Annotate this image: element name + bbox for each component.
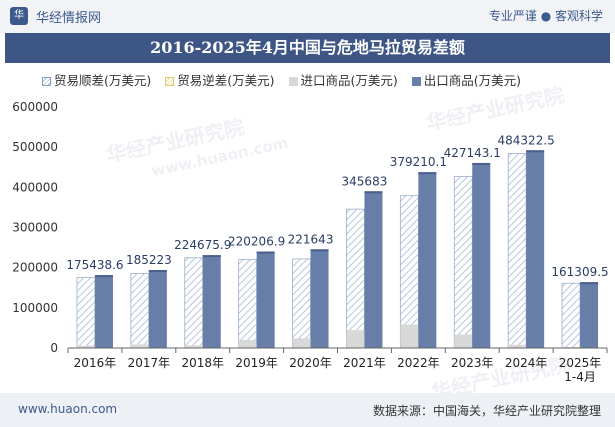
import-bar (292, 338, 311, 348)
chart-title: 2016-2025年4月中国与危地马拉贸易差额 (150, 38, 465, 57)
x-tick-label: 2020年 (289, 356, 332, 370)
chart-legend: 贸易顺差(万美元) 贸易逆差(万美元) 进口商品(万美元) 出口商品(万美元) (42, 70, 602, 92)
import-bar (400, 324, 419, 348)
data-source-note: 数据来源：中国海关，华经产业研究院整理 (372, 404, 601, 418)
data-label: 175438.6 (66, 258, 123, 272)
import-bar (130, 344, 149, 348)
export-bar-cap (472, 162, 491, 165)
export-bar-cap (580, 282, 599, 285)
surplus-bar (292, 258, 311, 349)
x-tick-label: 2018年 (181, 356, 224, 370)
data-label: 345683 (342, 174, 388, 188)
surplus-bar (76, 277, 96, 349)
import-bar (238, 339, 257, 348)
top-banner: 华 华经情报网 专业严谨 ● 客观科学 (0, 0, 615, 33)
footer-website: www.huaon.com (18, 402, 118, 416)
export-bar (364, 191, 383, 348)
import-bar (184, 345, 203, 348)
data-label: 427143.1 (444, 146, 501, 160)
bar-chart: 0 100000 200000 300000 400000 500000 600000 17… (12, 100, 608, 384)
legend-item-import: 进口商品(万美元) (288, 70, 398, 89)
x-tick-label: 2019年 (235, 356, 278, 370)
export-bar-cap (364, 191, 383, 194)
legend-item-export: 出口商品(万美元) (411, 70, 522, 89)
y-tick-label: 400000 (12, 180, 58, 194)
surplus-bar (507, 153, 527, 349)
y-tick-label: 0 (50, 341, 58, 355)
import-bar (346, 330, 365, 348)
export-bar (202, 255, 221, 348)
legend-swatch-surplus-icon (42, 77, 51, 86)
export-bar (94, 275, 113, 348)
export-bar-cap (310, 249, 329, 252)
legend-item-surplus: 贸易顺差(万美元) (42, 70, 151, 89)
y-tick-label: 100000 (12, 301, 58, 315)
footer-bar: www.huaon.com 数据来源：中国海关，华经产业研究院整理 (0, 393, 615, 427)
export-bar (256, 251, 275, 348)
data-label: 185223 (126, 253, 172, 267)
data-label: 161309.5 (551, 265, 608, 279)
data-label: 224675.9 (174, 238, 231, 252)
surplus-bar (346, 208, 365, 349)
import-bar (76, 345, 95, 348)
legend-swatch-import-icon (288, 77, 298, 86)
surplus-bar (130, 273, 150, 349)
slogan: 专业严谨 ● 客观科学 (488, 9, 603, 23)
legend-swatch-export-icon (411, 77, 421, 86)
x-tick-label: 2023年 (451, 356, 494, 370)
export-bar (580, 282, 599, 348)
legend-label-export: 出口商品(万美元) (423, 73, 522, 88)
legend-item-deficit: 贸易逆差(万美元) (165, 70, 275, 89)
legend-label-deficit: 贸易逆差(万美元) (177, 73, 275, 88)
import-bar (454, 334, 473, 348)
surplus-bar (453, 176, 473, 349)
export-bar (472, 162, 491, 348)
data-label: 221643 (288, 232, 334, 246)
y-tick-label: 500000 (12, 140, 58, 154)
y-tick-label: 200000 (12, 261, 58, 275)
import-bar (562, 346, 581, 348)
export-bar-cap (148, 269, 167, 272)
export-bar-cap (202, 255, 221, 258)
x-tick-label: 2022年 (397, 356, 440, 370)
export-bar (310, 249, 329, 348)
legend-label-surplus: 贸易顺差(万美元) (54, 73, 152, 88)
surplus-bar (184, 257, 204, 349)
export-bar-cap (526, 150, 545, 153)
export-bar (418, 172, 437, 348)
data-label: 484322.5 (498, 133, 555, 147)
surplus-bar (238, 259, 258, 349)
y-tick-label: 300000 (12, 221, 58, 235)
data-label: 379210.1 (390, 155, 447, 169)
legend-swatch-deficit-icon (165, 77, 175, 86)
data-label: 220206.9 (228, 235, 285, 249)
export-bar-cap (94, 275, 113, 278)
x-tick-label: 2025年 1-4月 (559, 356, 602, 384)
export-bar-cap (418, 172, 437, 175)
x-tick-label: 2024年 (505, 356, 548, 370)
import-bar (508, 344, 527, 348)
brand-name: 华经情报网 (36, 11, 102, 26)
export-bar (526, 150, 545, 348)
surplus-bar (561, 282, 581, 349)
export-bar (148, 269, 167, 348)
brand-logo-icon: 华 (10, 7, 28, 25)
x-tick-label: 2016年 (74, 356, 117, 370)
y-tick-label: 600000 (12, 100, 58, 114)
legend-label-import: 进口商品(万美元) (300, 73, 398, 88)
x-tick-label: 2017年 (128, 356, 171, 370)
x-tick-label: 2021年 (343, 356, 386, 370)
title-bar: 2016-2025年4月中国与危地马拉贸易差额 (5, 33, 610, 63)
export-bar-cap (256, 251, 275, 254)
